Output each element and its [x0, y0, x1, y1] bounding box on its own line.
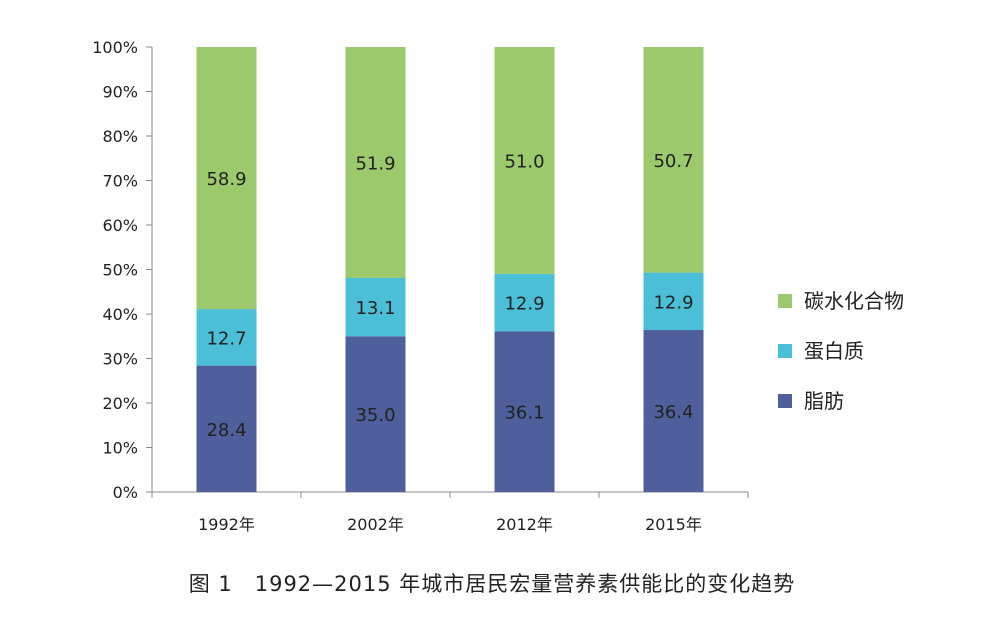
data-label: 36.1	[504, 403, 544, 424]
legend-label: 碳水化合物	[804, 289, 904, 313]
bar-segment	[494, 273, 555, 332]
legend-swatch	[778, 394, 792, 408]
bar-segment	[494, 331, 555, 492]
data-label: 28.4	[206, 420, 246, 441]
y-axis: 0% 10% 20% 30% 40% 50% 60% 70% 80% 90% 100%	[92, 38, 153, 502]
y-tick-label: 70%	[102, 172, 138, 191]
data-label: 13.1	[355, 298, 395, 319]
bar-segment	[494, 47, 555, 274]
bar-segment	[196, 47, 257, 310]
data-label: 50.7	[653, 151, 693, 172]
data-label: 12.9	[504, 294, 544, 315]
data-label: 36.4	[653, 402, 693, 423]
bar-segment	[345, 277, 406, 337]
data-label: 58.9	[206, 169, 246, 190]
bar-segment	[196, 365, 257, 492]
y-tick-label: 90%	[102, 83, 138, 102]
bar-segment	[643, 330, 704, 492]
y-tick-label: 50%	[102, 261, 138, 280]
y-tick-label: 40%	[102, 305, 138, 324]
x-axis: 1992年 2002年 2012年 2015年	[151, 491, 749, 534]
bar-segment	[196, 309, 257, 366]
x-tick-label: 2015年	[645, 515, 702, 534]
data-label: 51.0	[504, 151, 544, 172]
bar-segment	[643, 272, 704, 331]
legend-label: 脂肪	[804, 389, 844, 413]
bar-segment	[345, 47, 406, 278]
y-tick-label: 100%	[92, 38, 138, 57]
bar-segment	[345, 336, 406, 492]
bar-segment	[643, 47, 704, 273]
data-label: 35.0	[355, 405, 395, 426]
y-tick-label: 80%	[102, 127, 138, 146]
x-tick-label: 2002年	[347, 515, 404, 534]
legend-label: 蛋白质	[804, 339, 864, 363]
y-tick-label: 60%	[102, 216, 138, 235]
x-tick-label: 1992年	[198, 515, 255, 534]
figure-caption: 图 1 1992—2015 年城市居民宏量营养素供能比的变化趋势	[188, 572, 796, 596]
x-tick-label: 2012年	[496, 515, 553, 534]
y-tick-label: 0%	[113, 483, 138, 502]
y-tick-label: 10%	[102, 439, 138, 458]
bars: 28.4 12.7 58.9 35.0 13.1 51.9 36.1 12.9 51.0 36.4…	[196, 47, 704, 492]
y-tick-label: 30%	[102, 350, 138, 369]
legend-swatch	[778, 294, 792, 308]
y-tick-label: 20%	[102, 394, 138, 413]
data-label: 12.7	[206, 328, 246, 349]
stacked-bar-chart: 0% 10% 20% 30% 40% 50% 60% 70% 80% 90% 100% 1992年 2…	[92, 38, 904, 534]
legend-swatch	[778, 344, 792, 358]
data-label: 51.9	[355, 153, 395, 174]
data-label: 12.9	[653, 292, 693, 313]
